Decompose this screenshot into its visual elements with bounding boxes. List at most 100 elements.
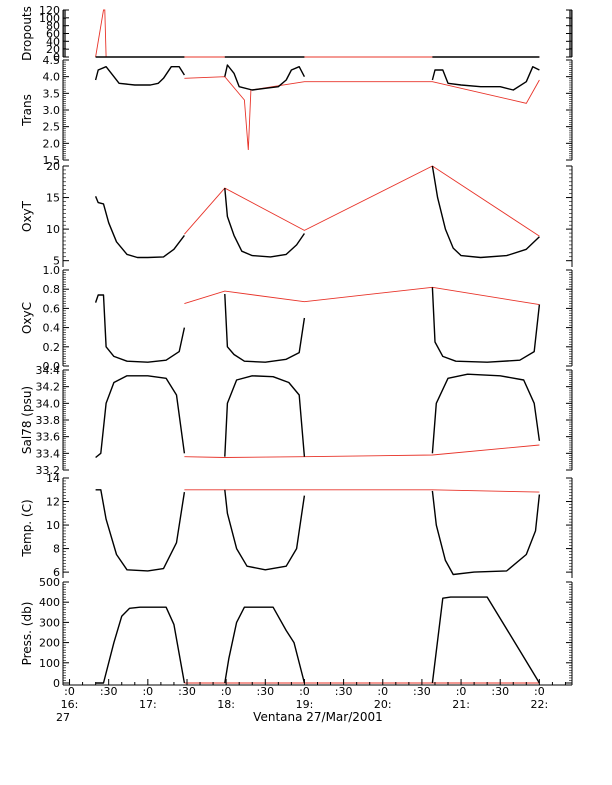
series-black-line [431, 65, 540, 91]
y-axis-label: Trans [20, 94, 34, 127]
y-tick-label: 14 [46, 472, 60, 485]
y-axis-label: Dropouts [20, 6, 34, 61]
x-tick-hour-label: 22: [531, 698, 549, 711]
panel-6: 0 100 200 300 400 500 Press. (db) [20, 576, 573, 690]
x-tick-label: :0 [221, 685, 232, 698]
panel-2: 5 10 15 20 OxyT [20, 160, 573, 268]
series-red-line [184, 76, 540, 151]
y-tick-label: 1.5 [43, 154, 61, 167]
x-tick-hour-label: 18: [217, 698, 235, 711]
panel-3: 0.0 0.2 0.4 0.6 0.8 1.0 OxyC [20, 264, 573, 373]
y-tick-label: 5 [53, 255, 60, 268]
series-red-line [184, 286, 540, 306]
y-tick-label: 20 [46, 160, 60, 173]
x-tick-label: :30 [100, 685, 118, 698]
x-tick-label: :0 [377, 685, 388, 698]
y-tick-label: 40 [46, 35, 60, 48]
series-black-line [224, 64, 306, 91]
x-tick-hour-label: 17: [139, 698, 157, 711]
y-tick-label: 8 [53, 543, 60, 556]
y-tick-label: 0.0 [43, 360, 61, 373]
y-tick-label: 60 [46, 28, 60, 41]
y-tick-label: 34.2 [36, 381, 61, 394]
series-black-line [95, 606, 186, 684]
x-axis-label: Ventana 27/Mar/2001 [253, 710, 383, 724]
y-tick-label: 3.0 [43, 104, 61, 117]
series-black-line [224, 188, 305, 258]
y-tick-label: 4.0 [43, 71, 61, 84]
x-tick-hour-label: 16: [61, 698, 79, 711]
series-black-line [431, 287, 541, 363]
y-tick-label: 1.0 [43, 264, 61, 277]
panel-5: 6 8 10 12 14 Temp. (C) [20, 472, 573, 579]
y-tick-label: 15 [46, 192, 60, 205]
series-black-line [224, 489, 306, 571]
y-tick-label: 2.5 [43, 121, 61, 134]
x-tick-hour-label: 21: [452, 698, 470, 711]
y-tick-label: 0.6 [43, 302, 61, 315]
y-tick-label: 33.8 [36, 414, 61, 427]
y-tick-label: 0 [53, 51, 60, 64]
series-black-line [94, 196, 185, 259]
y-tick-label: 33.4 [36, 447, 61, 460]
y-tick-label: 4.5 [43, 54, 61, 67]
x-tick-label: :0 [142, 685, 153, 698]
y-axis-label: Sal78 (psu) [20, 386, 34, 454]
series-black-line [95, 489, 186, 572]
panel-1: 1.5 2.0 2.5 3.0 3.5 4.0 4.5 Trans [20, 54, 573, 167]
y-tick-label: 33.6 [36, 431, 61, 444]
x-tick-hour-label: 20: [374, 698, 392, 711]
y-tick-label: 300 [39, 616, 60, 629]
y-tick-label: 200 [39, 637, 60, 650]
y-tick-label: 33.2 [36, 464, 61, 477]
y-axis-label: OxyT [20, 200, 34, 232]
x-tick-label: :30 [335, 685, 353, 698]
y-tick-label: 2.0 [43, 137, 61, 150]
y-tick-label: 34.4 [36, 364, 61, 377]
series-red-line [184, 489, 540, 493]
y-tick-label: 100 [39, 12, 60, 25]
y-tick-label: 0.2 [43, 341, 61, 354]
y-tick-label: 500 [39, 576, 60, 589]
panel-group: 020406080100120Dropouts1.52.02.53.03.54.… [20, 4, 573, 690]
y-tick-label: 6 [53, 566, 60, 579]
y-tick-label: 0.8 [43, 283, 61, 296]
x-start-label: 27 [56, 711, 70, 724]
y-tick-label: 400 [39, 596, 60, 609]
y-tick-label: 100 [39, 657, 60, 670]
y-tick-label: 3.5 [43, 87, 61, 100]
y-tick-label: 0.4 [43, 322, 61, 335]
y-tick-label: 120 [39, 4, 60, 17]
series-black-line [431, 596, 540, 684]
series-black-line [431, 490, 541, 576]
x-axis: :016::30:017::30:018::30:019::30:020::30… [61, 679, 572, 711]
y-tick-label: 10 [46, 223, 60, 236]
y-tick-label: 0 [53, 677, 60, 690]
y-axis-label: Temp. (C) [20, 499, 34, 557]
x-tick-label: :0 [456, 685, 467, 698]
y-axis-label: OxyC [20, 302, 34, 334]
x-tick-label: :0 [64, 685, 75, 698]
series-black-line [224, 375, 306, 457]
series-black-line [431, 373, 541, 454]
y-tick-label: 80 [46, 20, 60, 33]
series-black-line [94, 294, 186, 363]
x-tick-label: :0 [299, 685, 310, 698]
series-red-line [184, 165, 540, 237]
series-black-line [94, 65, 185, 86]
x-tick-hour-label: 19: [296, 698, 314, 711]
series-black-line [224, 293, 306, 363]
x-tick-label: :30 [178, 685, 196, 698]
y-axis-label: Press. (db) [20, 602, 34, 666]
y-tick-label: 12 [46, 496, 60, 509]
series-black-line [431, 165, 540, 259]
series-red-line [184, 444, 540, 458]
series-red-line [95, 9, 540, 58]
x-tick-label: :30 [256, 685, 274, 698]
x-tick-label: :30 [491, 685, 509, 698]
x-tick-label: :30 [413, 685, 431, 698]
y-tick-label: 10 [46, 519, 60, 532]
